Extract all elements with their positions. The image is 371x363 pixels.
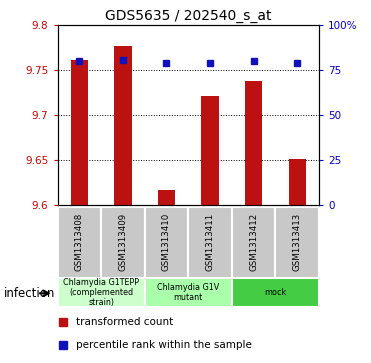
Bar [145, 207, 188, 278]
Bar [245, 81, 262, 205]
Title: GDS5635 / 202540_s_at: GDS5635 / 202540_s_at [105, 9, 272, 23]
Text: transformed count: transformed count [76, 317, 173, 327]
Text: GSM1313410: GSM1313410 [162, 213, 171, 272]
Text: GSM1313411: GSM1313411 [206, 213, 214, 272]
Bar [289, 159, 306, 205]
Bar [58, 207, 101, 278]
Text: GSM1313408: GSM1313408 [75, 213, 84, 272]
Bar [188, 207, 232, 278]
Text: GSM1313412: GSM1313412 [249, 213, 258, 272]
Bar [275, 207, 319, 278]
Bar [232, 207, 276, 278]
Text: Chlamydia G1V
mutant: Chlamydia G1V mutant [157, 283, 219, 302]
Text: infection: infection [4, 287, 55, 300]
Text: mock: mock [265, 288, 286, 297]
Bar [145, 278, 232, 307]
Bar [232, 278, 319, 307]
Text: percentile rank within the sample: percentile rank within the sample [76, 340, 252, 350]
Bar [101, 207, 145, 278]
Bar [70, 60, 88, 205]
Text: GSM1313409: GSM1313409 [118, 213, 127, 272]
Bar [158, 190, 175, 205]
Text: GSM1313413: GSM1313413 [293, 213, 302, 272]
Text: Chlamydia G1TEPP
(complemented
strain): Chlamydia G1TEPP (complemented strain) [63, 278, 139, 307]
Bar [114, 46, 132, 205]
Bar [58, 278, 145, 307]
Bar [201, 97, 219, 205]
